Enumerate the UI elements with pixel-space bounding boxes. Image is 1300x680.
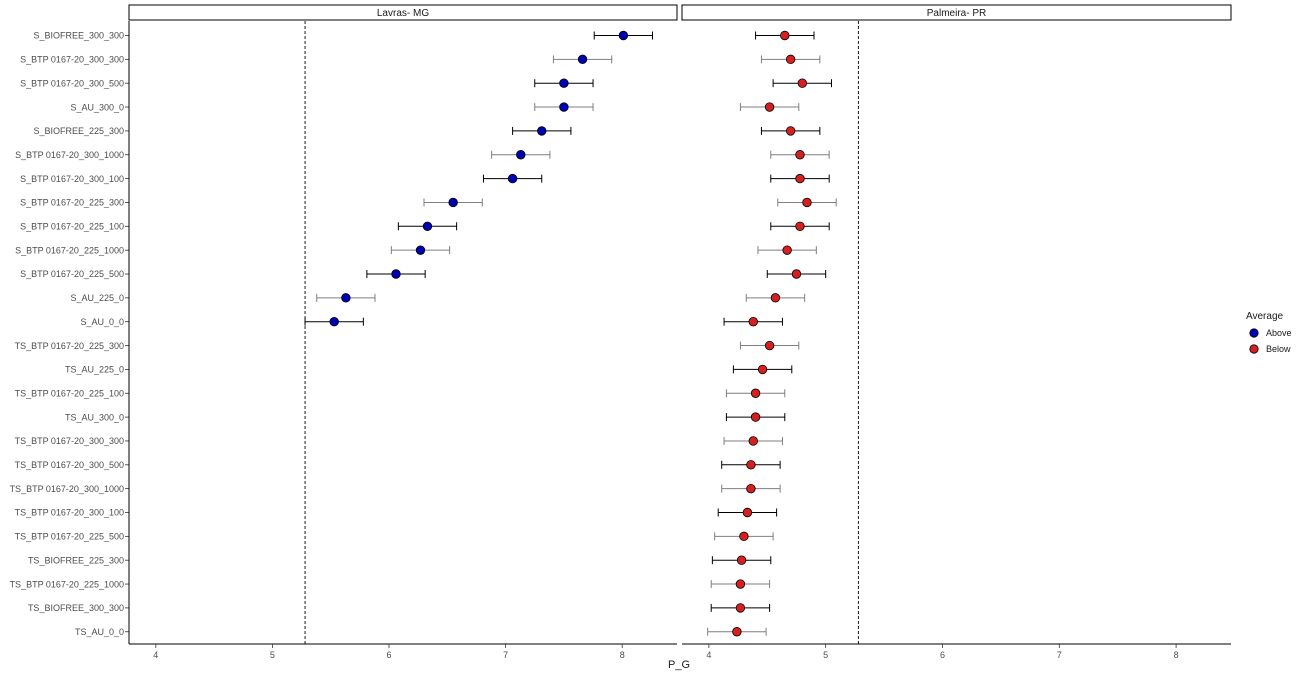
data-point	[770, 293, 781, 303]
data-point	[795, 221, 805, 232]
data-point	[802, 197, 812, 208]
category-label: TS_AU_300_0	[65, 412, 124, 422]
category-label: S_BTP 0167-20_300_100	[20, 174, 124, 184]
data-point	[559, 102, 569, 112]
category-label: TS_BIOFREE_300_300	[28, 603, 124, 613]
data-point	[780, 30, 790, 41]
data-point	[748, 317, 758, 327]
category-label: TS_BTP 0167-20_300_1000	[10, 484, 124, 494]
category-label: S_BTP 0167-20_300_1000	[15, 150, 124, 160]
data-point	[795, 173, 805, 184]
x-tick-label: 6	[940, 650, 945, 660]
category-label: S_BTP 0167-20_225_500	[20, 269, 124, 279]
data-point	[415, 245, 426, 255]
category-label: S_BTP 0167-20_300_500	[20, 78, 124, 88]
data-point	[742, 507, 753, 518]
facet-strip	[681, 4, 1232, 21]
data-point	[746, 460, 756, 470]
x-axis-title: P_G	[668, 659, 690, 671]
data-point	[757, 364, 768, 375]
x-tick-label: 8	[1174, 650, 1179, 660]
x-tick-label: 6	[387, 650, 392, 660]
data-point	[750, 412, 761, 422]
category-label: TS_BTP 0167-20_225_1000	[10, 579, 124, 589]
data-point	[507, 173, 518, 184]
category-label: TS_BTP 0167-20_300_100	[15, 508, 124, 518]
category-label: TS_AU_225_0	[65, 365, 124, 375]
legend-key	[1249, 344, 1259, 354]
data-point	[341, 293, 351, 303]
x-tick-label: 7	[503, 650, 508, 660]
data-point	[748, 436, 758, 446]
facet-strip-label: Palmeira- PR	[927, 8, 986, 19]
x-tick-label: 5	[270, 650, 275, 660]
category-label: TS_BTP 0167-20_300_300	[15, 436, 124, 446]
data-point	[391, 269, 401, 279]
data-point	[795, 150, 805, 160]
data-point	[782, 245, 792, 255]
category-label: TS_BTP 0167-20_225_500	[15, 532, 124, 542]
legend-label: Above	[1266, 328, 1292, 338]
data-point	[732, 627, 742, 637]
category-label: S_BTP 0167-20_300_300	[20, 55, 124, 65]
category-label: TS_BTP 0167-20_225_300	[15, 341, 124, 351]
x-tick-label: 8	[620, 650, 625, 660]
category-label: TS_BTP 0167-20_225_100	[15, 388, 124, 398]
data-point	[797, 78, 808, 88]
category-label: S_BTP 0167-20_225_300	[20, 198, 124, 208]
data-point	[739, 531, 749, 542]
data-point	[577, 54, 588, 65]
data-point	[791, 269, 802, 279]
legend-key	[1249, 328, 1259, 338]
category-label: S_AU_0_0	[80, 317, 124, 327]
data-point	[750, 388, 761, 398]
category-label: S_AU_300_0	[70, 102, 124, 112]
category-label: S_BTP 0167-20_225_1000	[15, 245, 124, 255]
data-point	[537, 126, 547, 136]
data-point	[422, 221, 433, 232]
category-label: S_BIOFREE_225_300	[33, 126, 124, 136]
legend-label: Below	[1266, 344, 1291, 354]
category-label: TS_AU_0_0	[75, 627, 124, 637]
category-label: S_AU_225_0	[70, 293, 124, 303]
data-point	[746, 483, 756, 494]
data-point	[785, 126, 796, 136]
data-point	[764, 102, 775, 112]
x-tick-label: 7	[1057, 650, 1062, 660]
legend-title: Average	[1246, 311, 1284, 322]
category-label: TS_BIOFREE_225_300	[28, 555, 124, 565]
facet-strip-label: Lavras- MG	[377, 8, 429, 19]
data-point	[735, 579, 746, 589]
category-label: S_BTP 0167-20_225_100	[20, 222, 124, 232]
data-point	[785, 54, 796, 65]
facet-strip	[128, 4, 678, 21]
data-point	[736, 555, 747, 565]
x-tick-label: 4	[706, 650, 711, 660]
category-label: S_BIOFREE_300_300	[33, 31, 124, 41]
data-point	[329, 317, 339, 327]
data-point	[448, 197, 458, 208]
x-tick-label: 5	[823, 650, 828, 660]
x-tick-label: 4	[153, 650, 158, 660]
data-point	[559, 78, 569, 88]
data-point	[735, 603, 746, 613]
category-label: TS_BTP 0167-20_300_500	[15, 460, 124, 470]
data-point	[516, 150, 526, 160]
data-point	[764, 340, 775, 351]
data-point	[618, 30, 629, 41]
